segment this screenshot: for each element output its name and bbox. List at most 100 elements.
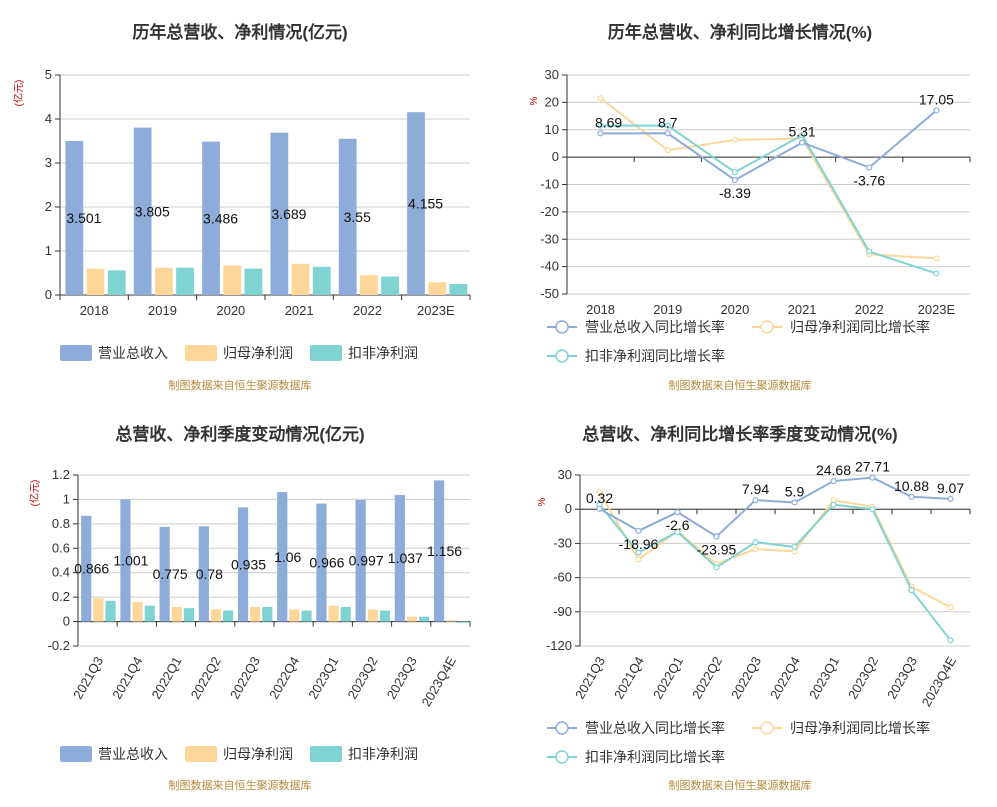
point-1-2023Q3	[908, 493, 915, 500]
point-1-2022Q1	[674, 509, 681, 516]
data-label: 1.156	[427, 543, 462, 559]
y-tick-label: 20	[545, 94, 559, 109]
point-1-2018	[597, 130, 604, 137]
bar-3-2023Q1	[340, 606, 351, 622]
x-tick-label: 2021Q4	[109, 654, 145, 702]
y-tick-label: -20	[540, 204, 559, 219]
bar-1-2022Q4	[277, 492, 288, 622]
point-3-2023Q4E	[947, 637, 954, 644]
y-axis-unit: %	[537, 497, 548, 506]
bar-2-2021Q4	[132, 602, 143, 622]
x-tick-label: 2021Q3	[572, 654, 608, 702]
data-label: 8.7	[658, 114, 678, 130]
legend-swatch	[310, 345, 342, 361]
y-tick-label: -120	[546, 638, 572, 653]
data-label: 10.88	[894, 478, 929, 494]
data-label: 0.935	[231, 556, 266, 572]
data-label: 3.689	[271, 206, 306, 222]
chart-panel-1: 历年总营收、净利情况(亿元) (亿元) 0 1 2 3 4 5 2018 2019 2020 2021…	[12, 22, 471, 392]
data-label: 5.9	[785, 483, 805, 499]
x-tick-label: 2021	[788, 302, 817, 317]
legend-marker	[760, 721, 774, 735]
data-label: 0.32	[586, 490, 613, 506]
data-label: 5.31	[788, 124, 815, 140]
point-1-2023Q4E	[947, 495, 954, 502]
point-1-2022Q3	[752, 497, 759, 504]
y-tick-label: 0	[63, 614, 70, 629]
bar-3-2023Q3	[419, 616, 430, 622]
y-tick-label: -30	[553, 535, 572, 550]
legend-label: 扣非净利润	[348, 345, 418, 361]
x-tick-label: 2020	[720, 302, 749, 317]
data-label: 0.775	[153, 566, 188, 582]
legend-marker	[555, 750, 569, 764]
point-3-2023E	[933, 270, 940, 277]
point-3-2022Q2	[713, 564, 720, 571]
series-line-3	[598, 503, 952, 641]
data-label: 0.866	[74, 561, 109, 577]
legend: 营业总收入 归母净利润 扣非净利润	[60, 746, 418, 762]
bar-2-2023Q3	[406, 616, 418, 622]
bar-3-2022Q1	[183, 608, 195, 622]
x-tick-label: 2023Q4E	[419, 654, 460, 709]
series-line-3	[600, 124, 937, 275]
y-tick-label: 1	[45, 243, 52, 258]
point-2-2022Q3	[752, 545, 759, 553]
bar-3-2023Q2	[379, 610, 391, 622]
point-3-2020	[731, 169, 739, 176]
x-tick-label: 2022Q3	[728, 654, 764, 702]
x-tick-label: 2023Q2	[845, 654, 881, 702]
point-3-2018	[597, 122, 604, 129]
bar-2-2023E	[428, 282, 447, 295]
legend-label: 营业总收入	[98, 345, 168, 361]
x-tick-label: 2022Q1	[148, 654, 184, 702]
y-axis-unit: %	[529, 96, 540, 105]
data-source-note: 制图数据来自恒生聚源数据库	[169, 778, 312, 792]
point-3-2022	[866, 248, 873, 255]
point-1-2023E	[933, 107, 940, 114]
bar-3-2023Q4E	[458, 621, 469, 623]
y-tick-label: 0.4	[52, 565, 70, 580]
legend-label: 扣非净利润	[348, 746, 418, 762]
x-tick-label: 2018	[586, 302, 615, 317]
x-tick-label: 2023Q1	[806, 654, 842, 702]
y-tick-label: 30	[558, 467, 572, 482]
point-3-2023Q2	[869, 506, 876, 513]
x-tick-label: 2021Q4	[611, 654, 647, 702]
x-tick-label: 2019	[653, 302, 682, 317]
point-1-2019	[664, 130, 671, 137]
legend-swatch	[60, 345, 92, 361]
series-line-1	[599, 476, 951, 538]
point-2-2021Q3	[596, 489, 603, 496]
point-1-2022Q4	[791, 499, 798, 506]
legend-label: 归母净利润同比增长率	[790, 319, 930, 335]
bar-2-2019	[154, 267, 173, 295]
bar-2-2023Q4E	[446, 620, 457, 622]
y-tick-label: -60	[553, 570, 572, 585]
y-tick-label: 0.8	[52, 516, 70, 531]
legend-label: 归母净利润	[223, 345, 293, 361]
data-label: -2.6	[665, 517, 689, 533]
point-2-2023Q4E	[947, 604, 954, 611]
point-2-2023E	[933, 255, 940, 262]
chart-title: 总营收、净利同比增长率季度变动情况(%)	[582, 424, 897, 444]
point-1-2021Q3	[596, 505, 603, 512]
bar-3-2020	[244, 268, 263, 295]
data-label: 9.07	[937, 480, 964, 496]
bar-3-2023E	[449, 284, 468, 295]
x-tick-label: 2023E	[918, 302, 956, 317]
bar-1-2023Q3	[394, 494, 405, 622]
data-source-note: 制图数据来自恒生聚源数据库	[169, 378, 312, 392]
point-2-2018	[597, 95, 604, 102]
bar-3-2022Q3	[262, 606, 273, 622]
legend-label: 营业总收入同比增长率	[585, 319, 725, 335]
x-tick-label: 2022Q3	[227, 654, 263, 702]
x-tick-label: 2023Q4E	[919, 654, 960, 709]
legend-label: 归母净利润同比增长率	[790, 720, 930, 736]
y-tick-label: 0	[45, 287, 52, 302]
legend-marker	[555, 721, 569, 735]
bar-2-2018	[86, 268, 105, 295]
chart-title: 历年总营收、净利同比增长情况(%)	[608, 22, 872, 42]
